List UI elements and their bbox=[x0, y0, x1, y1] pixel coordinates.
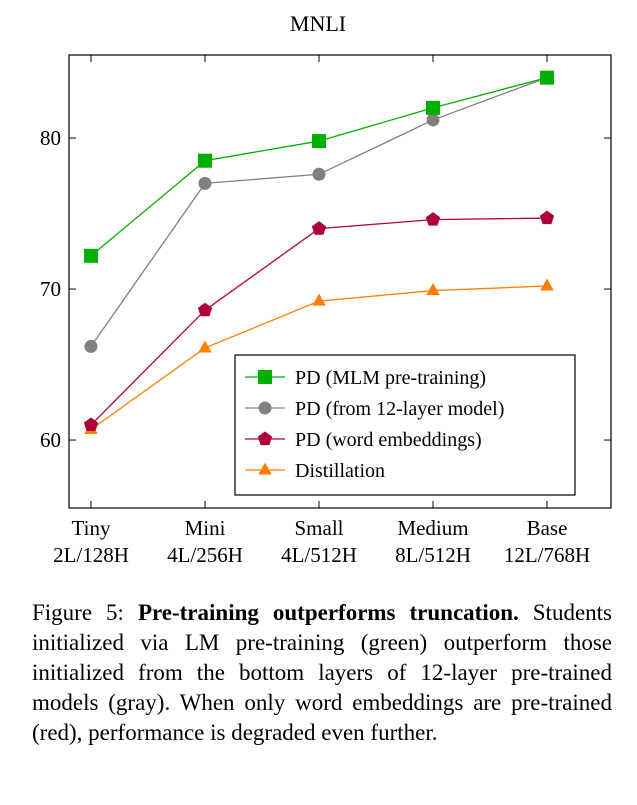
x-tick-config: 4L/512H bbox=[281, 543, 357, 567]
x-tick-config: 8L/512H bbox=[395, 543, 471, 567]
legend-label: Distillation bbox=[295, 460, 385, 482]
x-tick-label: Medium bbox=[397, 516, 468, 540]
legend-item: PD (word embeddings) bbox=[245, 429, 482, 451]
data-point bbox=[426, 113, 440, 127]
chart-title: MNLI bbox=[290, 11, 346, 36]
data-point bbox=[84, 248, 98, 263]
legend-item: PD (from 12-layer model) bbox=[245, 398, 504, 420]
x-tick-label: Small bbox=[294, 516, 343, 540]
series-2 bbox=[83, 210, 555, 432]
data-point bbox=[312, 167, 326, 181]
data-point bbox=[198, 340, 212, 353]
data-point bbox=[540, 70, 554, 85]
legend-marker bbox=[258, 401, 272, 415]
series-layer bbox=[83, 70, 555, 434]
data-point bbox=[84, 339, 98, 353]
axis-ticks: 60 70 80 Tiny 2L/128H Mini 4L/256H Small 4L/512H… bbox=[40, 55, 611, 567]
caption-bold: Pre-training outperforms truncation. bbox=[137, 600, 519, 625]
x-tick-label: Mini bbox=[185, 516, 226, 540]
chart: MNLI 60 70 80 Tiny 2L/128H Mini 4L/256H Small 4L… bbox=[40, 11, 612, 567]
data-point bbox=[311, 221, 327, 235]
legend-label: PD (word embeddings) bbox=[295, 429, 482, 451]
caption-text: Students initialized via LM pre-training… bbox=[32, 600, 612, 745]
legend-marker bbox=[257, 431, 273, 446]
legend-item: Distillation bbox=[245, 460, 385, 482]
legend-box bbox=[234, 354, 576, 496]
legend-marker bbox=[258, 462, 272, 475]
caption-label: Figure 5: bbox=[32, 600, 124, 625]
x-tick-config: 12L/768H bbox=[504, 543, 590, 567]
legend-label: PD (from 12-layer model) bbox=[295, 398, 504, 420]
data-point bbox=[426, 100, 440, 115]
y-tick-label: 80 bbox=[40, 126, 61, 150]
x-tick-config: 4L/256H bbox=[167, 543, 243, 567]
series-line bbox=[90, 77, 548, 347]
data-point bbox=[425, 212, 441, 226]
x-tick-label: Tiny bbox=[72, 516, 111, 540]
x-tick-label: Base bbox=[527, 516, 568, 540]
data-point bbox=[198, 153, 212, 168]
plot-frame bbox=[68, 54, 612, 509]
y-tick-label: 70 bbox=[40, 277, 61, 301]
data-point bbox=[540, 278, 554, 291]
legend-item: PD (MLM pre-training) bbox=[245, 367, 486, 389]
data-point bbox=[426, 283, 440, 296]
data-point bbox=[312, 293, 326, 306]
legend: PD (MLM pre-training) PD (from 12-layer m… bbox=[234, 354, 576, 496]
data-point bbox=[83, 417, 99, 432]
data-point bbox=[539, 210, 555, 225]
data-point bbox=[312, 134, 326, 149]
series-0 bbox=[84, 70, 554, 263]
y-tick-label: 60 bbox=[40, 428, 61, 452]
legend-label: PD (MLM pre-training) bbox=[295, 367, 486, 389]
x-tick-config: 2L/128H bbox=[53, 543, 129, 567]
figure-caption: Figure 5: Pre-training outperforms trunc… bbox=[32, 598, 612, 748]
data-point bbox=[198, 176, 212, 190]
data-point bbox=[197, 302, 213, 317]
series-1 bbox=[84, 71, 554, 353]
legend-marker bbox=[258, 370, 272, 384]
